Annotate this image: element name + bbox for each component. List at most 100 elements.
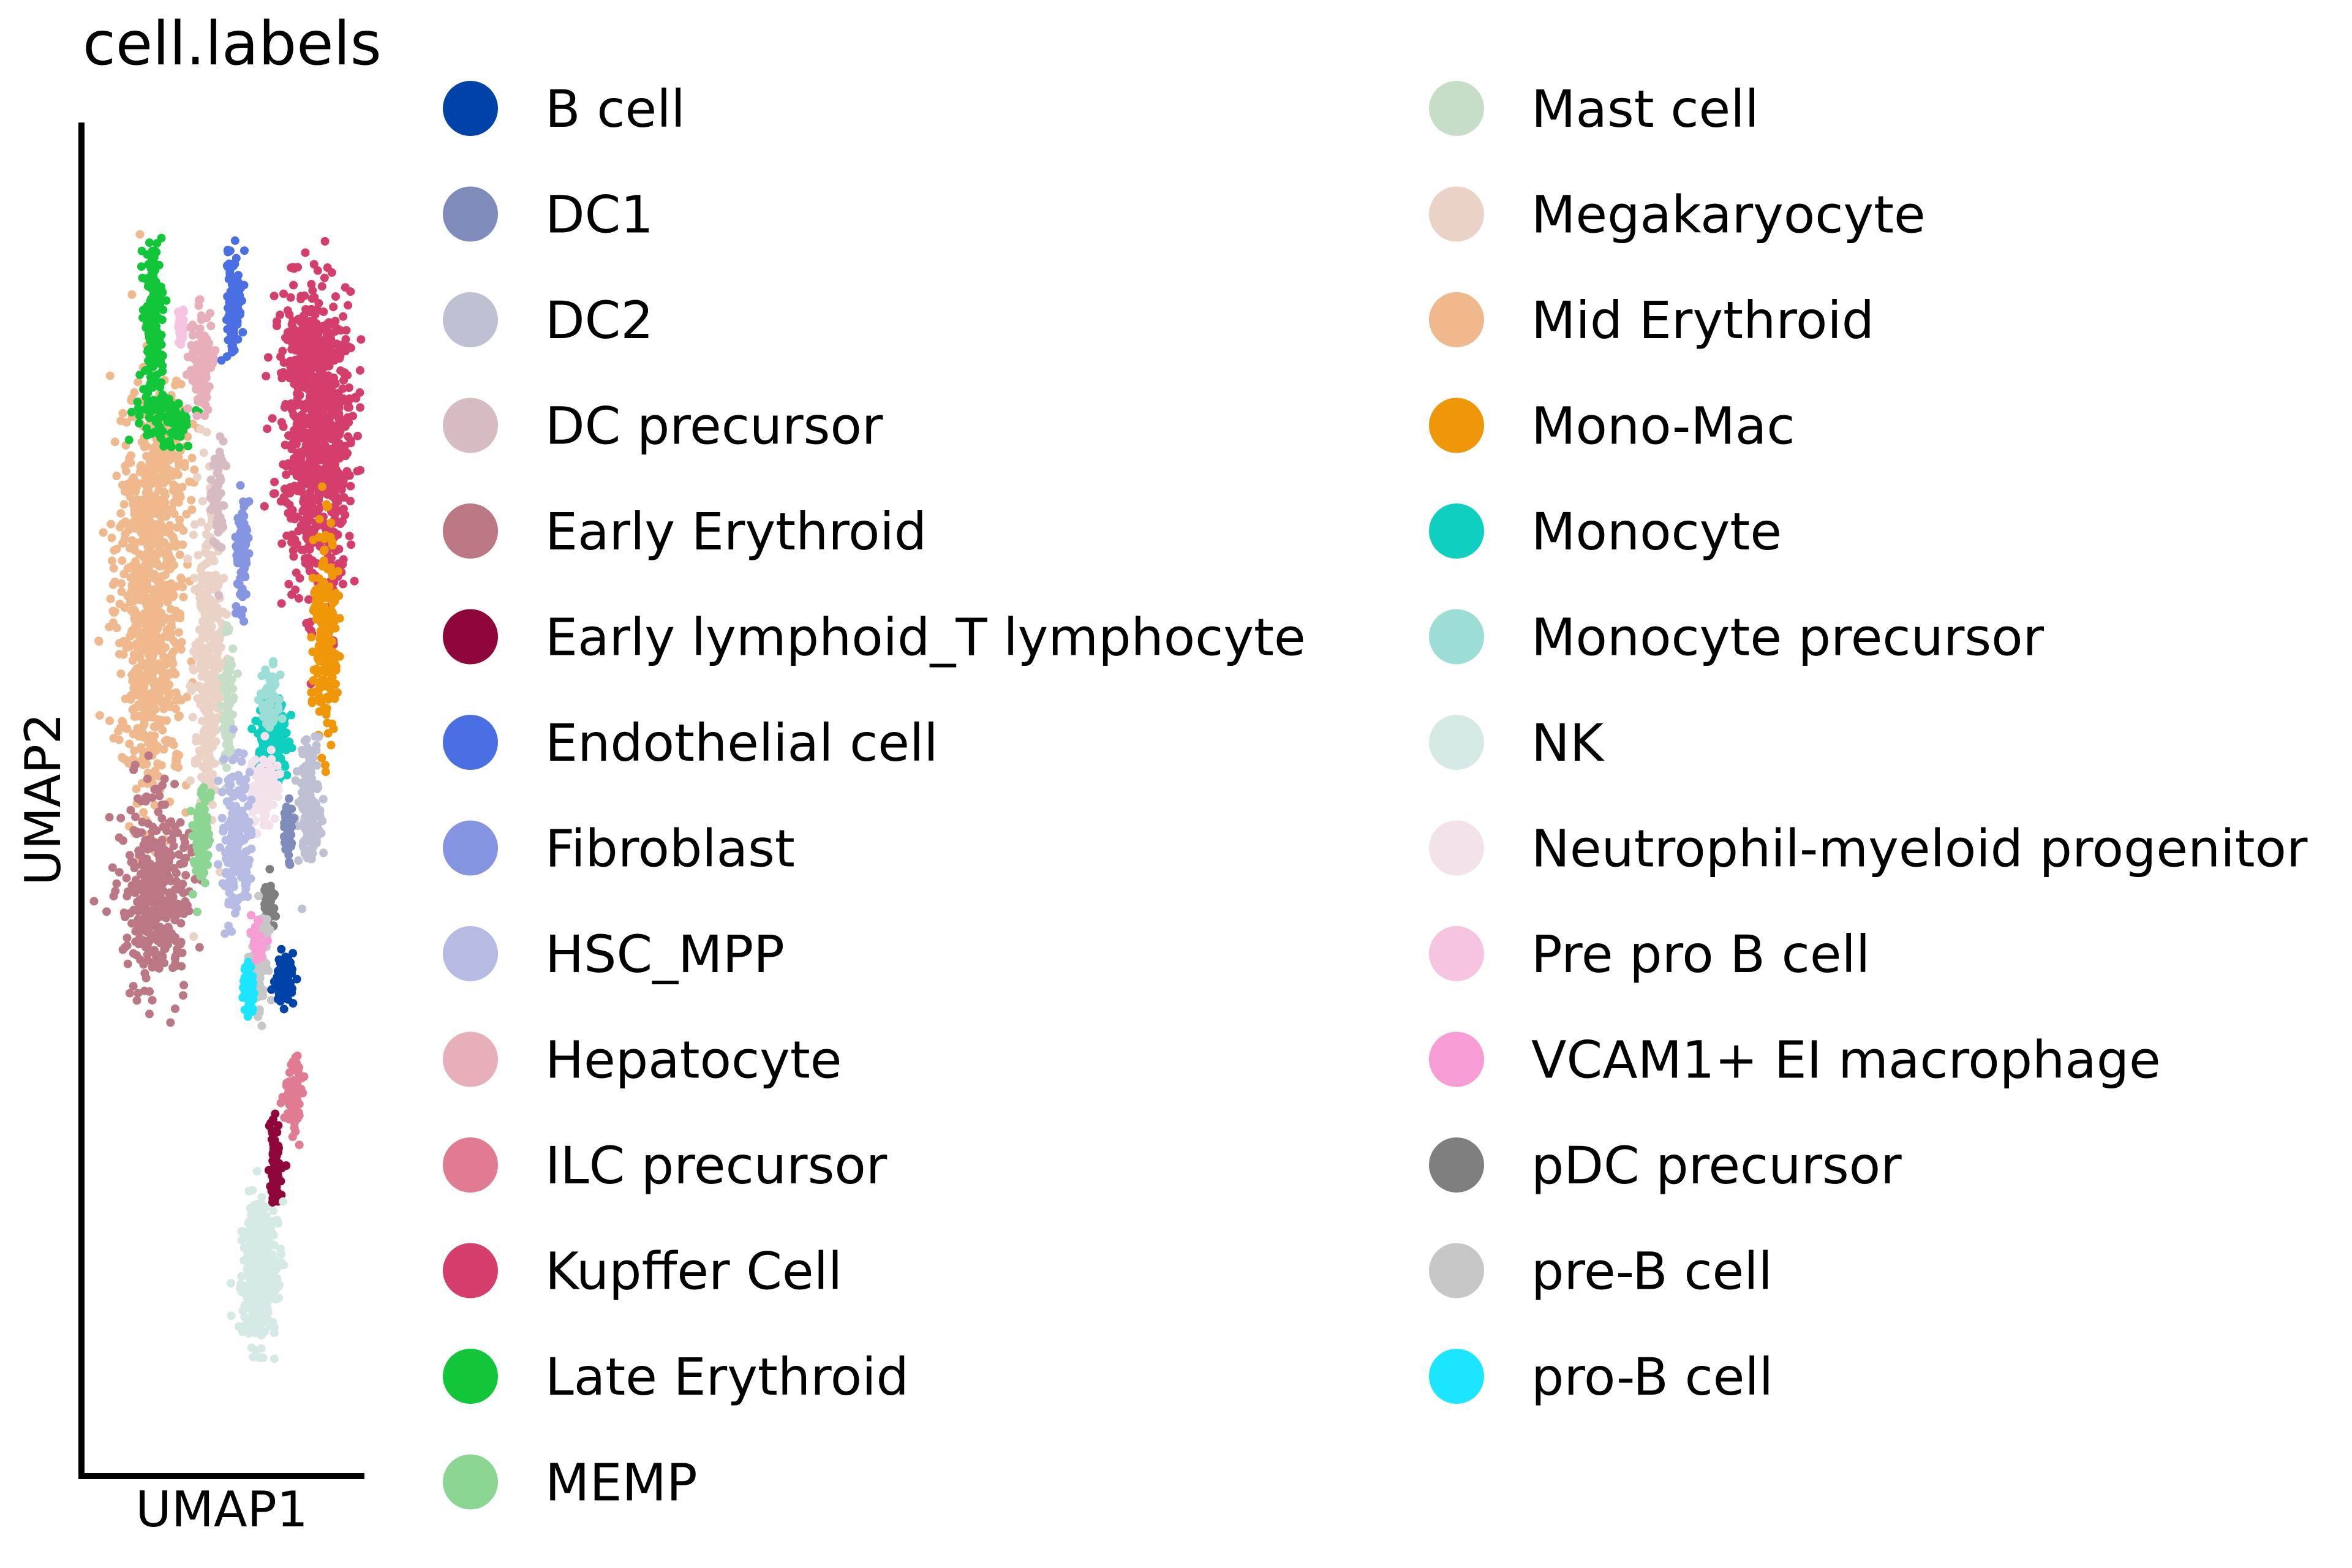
scatter-point (279, 368, 288, 377)
scatter-point (221, 710, 230, 719)
scatter-point (161, 660, 170, 669)
scatter-point (289, 337, 298, 346)
scatter-point (126, 458, 135, 467)
scatter-point (190, 465, 199, 474)
scatter-point (298, 764, 307, 773)
scatter-point (150, 946, 159, 955)
scatter-point (314, 588, 322, 597)
scatter-point (181, 897, 190, 906)
scatter-point (176, 940, 185, 949)
scatter-point (112, 879, 121, 888)
scatter-point (139, 808, 148, 817)
scatter-point (225, 246, 235, 255)
scatter-point (227, 260, 236, 268)
scatter-point (243, 892, 252, 901)
scatter-point (167, 817, 176, 826)
scatter-point (181, 870, 190, 880)
scatter-point (200, 690, 209, 699)
scatter-point (269, 489, 278, 498)
scatter-point (141, 973, 151, 982)
scatter-point (269, 657, 277, 666)
scatter-point (291, 1127, 300, 1136)
scatter-point (224, 883, 233, 892)
scatter-point (326, 518, 336, 527)
scatter-point (164, 924, 173, 933)
scatter-point (200, 739, 209, 748)
scatter-point (237, 873, 246, 882)
scatter-point (178, 321, 187, 330)
scatter-point (167, 622, 176, 631)
scatter-point (353, 431, 362, 440)
scatter-point (150, 801, 159, 810)
scatter-point (149, 604, 159, 613)
scatter-point (314, 358, 323, 367)
scatter-point (115, 735, 124, 744)
scatter-point (148, 793, 157, 802)
scatter-point (162, 736, 172, 745)
scatter-point (128, 561, 137, 570)
scatter-point (281, 762, 290, 771)
scatter-point (307, 807, 316, 816)
scatter-point (219, 437, 228, 446)
scatter-point (174, 712, 183, 722)
scatter-point (331, 624, 340, 633)
scatter-point (176, 573, 186, 582)
scatter-point (339, 312, 348, 321)
scatter-point (148, 453, 157, 461)
scatter-point (145, 987, 154, 996)
scatter-point (168, 835, 177, 844)
scatter-point (193, 682, 202, 692)
scatter-point (325, 475, 334, 484)
scatter-point (152, 539, 161, 548)
cluster-endothelial-cell (217, 236, 249, 365)
scatter-point (294, 856, 303, 865)
scatter-point (290, 1118, 299, 1128)
scatter-point (320, 440, 330, 450)
scatter-point (317, 282, 326, 291)
scatter-point (200, 594, 209, 603)
scatter-point (263, 937, 273, 946)
scatter-point (94, 636, 104, 646)
scatter-point (167, 933, 176, 942)
scatter-point (170, 451, 178, 461)
scatter-point (190, 365, 200, 374)
scatter-point (199, 683, 208, 692)
scatter-point (296, 295, 306, 304)
scatter-point (136, 612, 145, 621)
scatter-point (112, 472, 121, 480)
scatter-point (172, 749, 181, 758)
scatter-point (265, 865, 274, 874)
scatter-point (115, 522, 124, 532)
scatter-point (198, 717, 207, 726)
scatter-point (238, 328, 247, 337)
scatter-point (334, 545, 344, 554)
scatter-point (341, 335, 350, 344)
scatter-point (129, 609, 138, 618)
scatter-point (141, 366, 150, 375)
scatter-point (230, 236, 239, 245)
scatter-point (203, 542, 212, 551)
scatter-point (129, 729, 138, 739)
scatter-point (139, 552, 148, 562)
scatter-point (142, 854, 151, 864)
scatter-point (143, 399, 153, 408)
scatter-point (151, 693, 160, 703)
scatter-point (210, 663, 219, 673)
scatter-point (321, 382, 330, 391)
scatter-point (282, 531, 292, 540)
scatter-point (174, 498, 183, 507)
scatter-point (319, 307, 328, 316)
scatter-point (138, 760, 148, 769)
scatter-point (289, 813, 298, 823)
scatter-point (259, 745, 268, 754)
scatter-point (179, 843, 189, 852)
scatter-point (345, 532, 354, 541)
scatter-point (309, 676, 318, 685)
scatter-point (116, 669, 126, 679)
scatter-point (157, 887, 166, 896)
scatter-point (318, 467, 328, 475)
scatter-point (213, 469, 222, 478)
scatter-point (172, 876, 181, 886)
scatter-point (167, 541, 176, 551)
scatter-point (308, 573, 317, 582)
